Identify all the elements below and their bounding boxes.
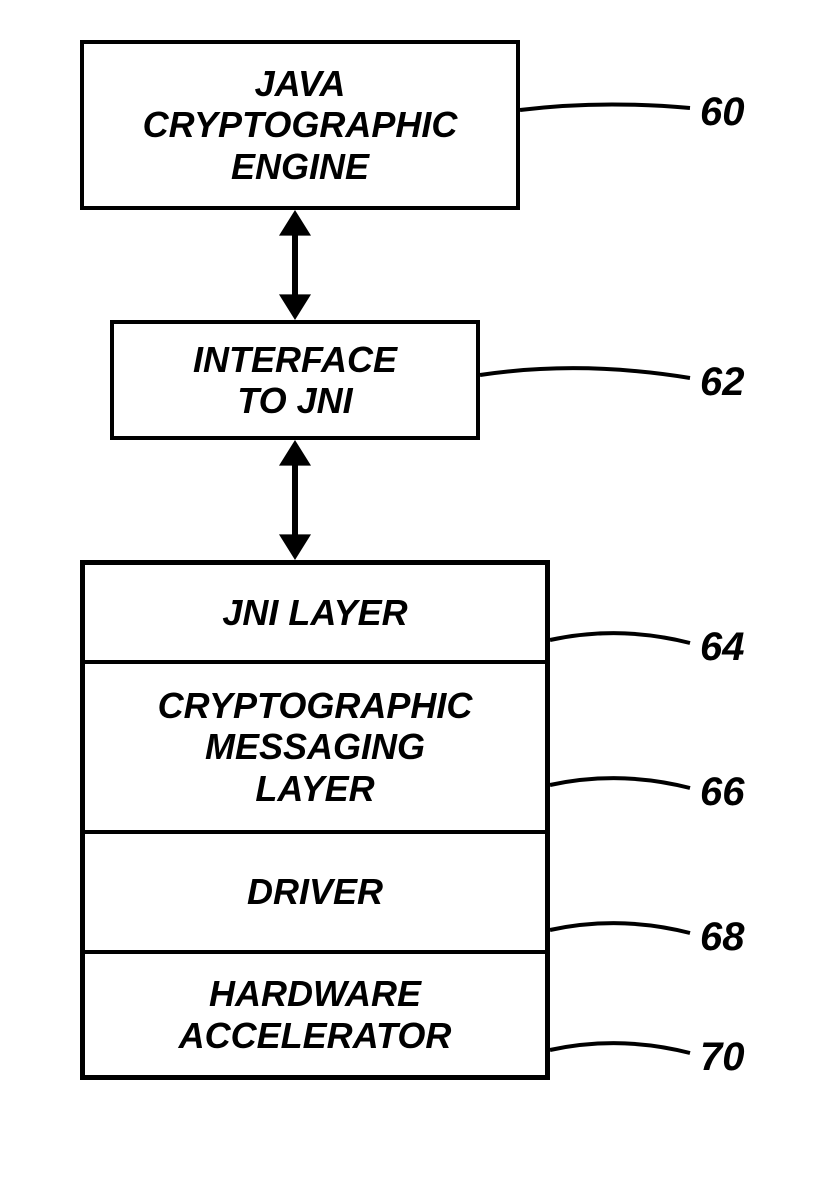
callout-curve	[520, 104, 690, 110]
callout-curve	[480, 368, 690, 378]
double-arrow	[279, 440, 311, 560]
callout-curve	[550, 778, 690, 788]
double-arrow	[279, 210, 311, 320]
callout-curve	[550, 1043, 690, 1053]
callout-curve	[550, 923, 690, 933]
callout-curve	[550, 633, 690, 643]
connectors-overlay	[0, 0, 830, 1197]
